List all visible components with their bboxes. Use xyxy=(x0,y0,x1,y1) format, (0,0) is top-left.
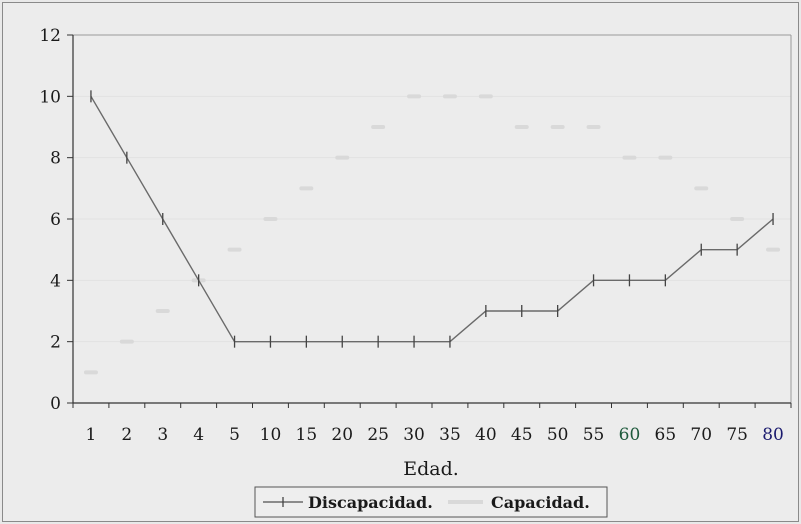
x-tick-label-25: 25 xyxy=(367,425,389,445)
x-axis-label: Edad. xyxy=(403,458,459,480)
x-axis-ticks: 1 2 3 4 5 10 15 20 25 30 35 40 45 50 55 60 65 70 75 80 xyxy=(72,403,792,445)
y-tick-label-6: 6 xyxy=(50,210,61,230)
y-tick-label-10: 10 xyxy=(39,87,61,107)
x-tick-label-55: 55 xyxy=(583,425,605,445)
x-tick-label-75: 75 xyxy=(726,425,748,445)
x-tick-label-15: 15 xyxy=(296,425,318,445)
x-tick-label-40: 40 xyxy=(475,425,497,445)
series-capacidad xyxy=(83,94,781,375)
x-tick-label-4: 4 xyxy=(193,425,204,445)
x-tick-label-80: 80 xyxy=(762,425,784,445)
x-tick-label-45: 45 xyxy=(511,425,533,445)
y-tick-label-0: 0 xyxy=(50,394,61,414)
x-tick-label-1: 1 xyxy=(86,425,97,445)
x-tick-label-65: 65 xyxy=(655,425,677,445)
x-tick-label-35: 35 xyxy=(439,425,461,445)
series-group xyxy=(83,90,781,375)
y-tick-label-2: 2 xyxy=(50,333,61,353)
x-tick-label-50: 50 xyxy=(547,425,569,445)
series-line-discapacidad xyxy=(90,95,774,343)
legend-box xyxy=(254,486,608,518)
y-axis-ticks: 0 2 4 6 8 10 12 xyxy=(39,26,73,414)
y-tick-label-4: 4 xyxy=(50,271,61,291)
grid-lines xyxy=(73,34,791,343)
y-tick-label-12: 12 xyxy=(39,26,61,46)
legend-label-discapacidad: Discapacidad. xyxy=(308,493,433,512)
series-discapacidad xyxy=(90,90,774,348)
x-tick-label-5: 5 xyxy=(229,425,240,445)
x-tick-label-3: 3 xyxy=(157,425,168,445)
x-tick-label-60: 60 xyxy=(619,425,641,445)
legend-label-capacidad: Capacidad. xyxy=(491,493,590,512)
x-tick-label-70: 70 xyxy=(690,425,712,445)
x-tick-label-20: 20 xyxy=(331,425,353,445)
x-tick-label-2: 2 xyxy=(121,425,132,445)
x-tick-label-10: 10 xyxy=(260,425,282,445)
legend: Discapacidad. Capacidad. xyxy=(254,486,608,518)
y-tick-label-8: 8 xyxy=(50,149,61,169)
x-tick-label-30: 30 xyxy=(403,425,425,445)
